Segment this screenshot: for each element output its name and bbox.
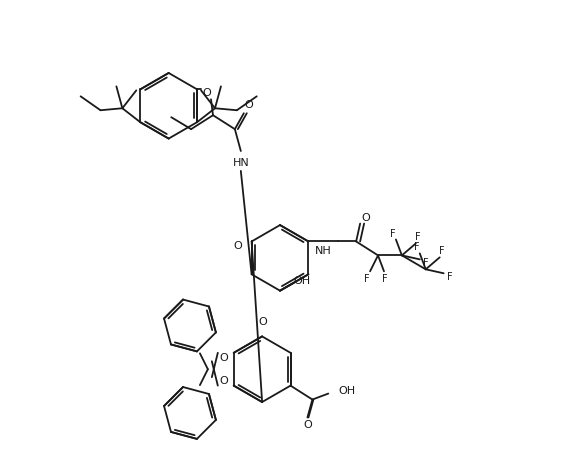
- Text: OH: OH: [293, 276, 311, 286]
- Text: F: F: [414, 242, 419, 253]
- Text: O: O: [303, 420, 312, 430]
- Text: NH: NH: [315, 246, 332, 256]
- Text: O: O: [362, 213, 371, 223]
- Text: O: O: [220, 376, 228, 386]
- Text: F: F: [365, 274, 370, 284]
- Text: HN: HN: [233, 158, 249, 168]
- Text: F: F: [382, 274, 388, 284]
- Text: O: O: [245, 100, 253, 110]
- Text: F: F: [447, 272, 452, 282]
- Text: F: F: [390, 228, 396, 238]
- Text: O: O: [233, 241, 242, 251]
- Text: O: O: [259, 317, 267, 327]
- Text: O: O: [220, 353, 228, 363]
- Text: O: O: [203, 88, 212, 98]
- Text: F: F: [415, 233, 421, 243]
- Text: F: F: [423, 258, 428, 268]
- Text: OH: OH: [338, 385, 355, 396]
- Text: F: F: [439, 246, 444, 256]
